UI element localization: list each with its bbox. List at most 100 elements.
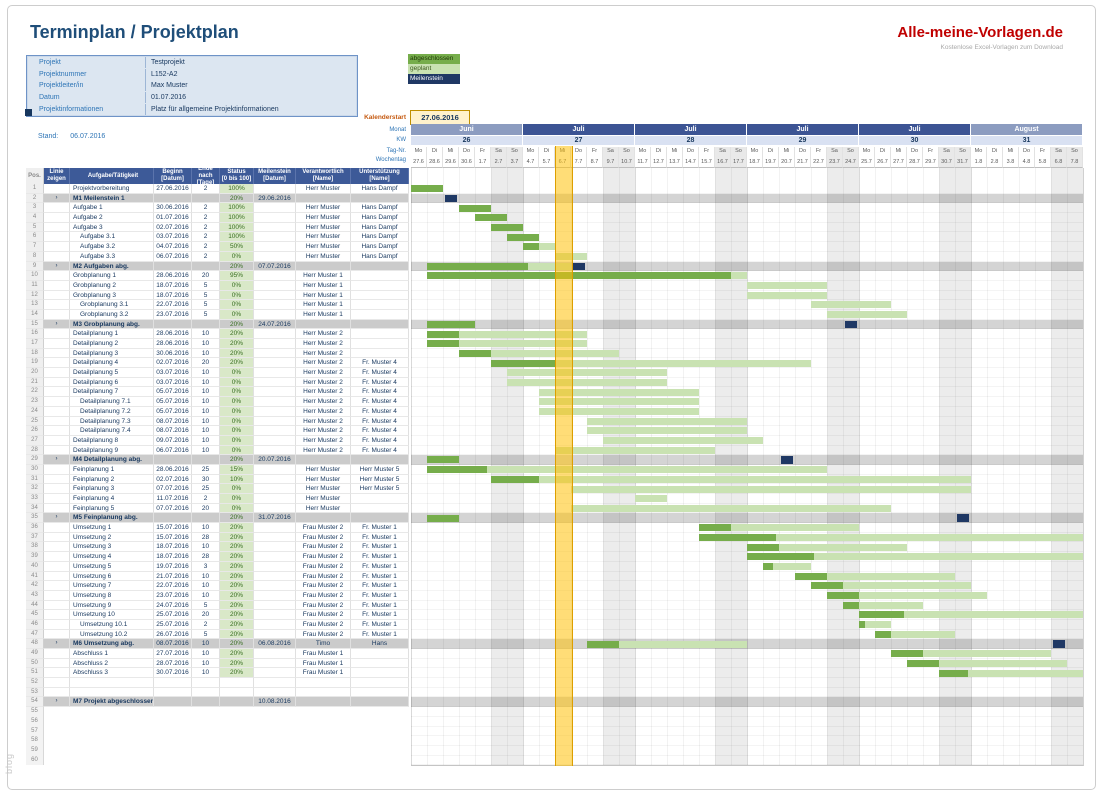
task-duration[interactable]: 10	[192, 348, 220, 359]
task-responsible[interactable]: Frau Muster 2	[296, 571, 351, 582]
task-milestone-date[interactable]	[254, 561, 296, 572]
task-responsible[interactable]: Frau Muster 2	[296, 523, 351, 533]
task-duration[interactable]: 2	[192, 184, 220, 194]
task-milestone-date[interactable]	[254, 484, 296, 494]
task-milestone-date[interactable]	[254, 746, 296, 756]
task-milestone-date[interactable]	[254, 348, 296, 359]
task-milestone-date[interactable]: 10.08.2016	[254, 697, 296, 708]
task-responsible[interactable]: Herr Muster 2	[296, 377, 351, 388]
task-responsible[interactable]: Herr Muster	[296, 474, 351, 485]
task-support[interactable]: Fr. Muster 4	[351, 445, 409, 456]
task-status[interactable]: 0%	[220, 435, 254, 446]
task-start-date[interactable]	[154, 261, 192, 272]
task-support[interactable]	[351, 271, 409, 281]
task-support[interactable]	[351, 309, 409, 320]
task-start-date[interactable]: 06.07.2016	[154, 445, 192, 456]
task-start-date[interactable]: 11.07.2016	[154, 494, 192, 504]
task-duration[interactable]: 10	[192, 639, 220, 649]
task-responsible[interactable]	[296, 687, 351, 698]
task-support[interactable]	[351, 746, 409, 756]
task-support[interactable]	[351, 756, 409, 766]
task-responsible[interactable]: Frau Muster 2	[296, 532, 351, 543]
task-start-date[interactable]	[154, 455, 192, 465]
task-name[interactable]: Grobplanung 1	[70, 271, 154, 281]
task-support[interactable]	[351, 707, 409, 717]
task-start-date[interactable]: 04.07.2016	[154, 242, 192, 252]
task-status[interactable]: 20%	[220, 649, 254, 659]
task-status[interactable]: 20%	[220, 193, 254, 204]
task-support[interactable]: Fr. Muster 1	[351, 561, 409, 572]
task-status[interactable]: 20%	[220, 619, 254, 630]
task-responsible[interactable]	[296, 261, 351, 272]
task-start-date[interactable]: 06.07.2016	[154, 251, 192, 262]
task-responsible[interactable]	[296, 736, 351, 746]
task-name[interactable]: Aufgabe 3	[70, 222, 154, 233]
task-milestone-date[interactable]: 06.08.2016	[254, 639, 296, 649]
task-support[interactable]: Fr. Muster 1	[351, 581, 409, 591]
task-responsible[interactable]	[296, 678, 351, 688]
calendar-start-value[interactable]: 27.06.2016	[410, 110, 470, 125]
task-milestone-date[interactable]	[254, 707, 296, 717]
task-duration[interactable]: 20	[192, 271, 220, 281]
task-start-date[interactable]: 23.07.2016	[154, 309, 192, 320]
task-responsible[interactable]: Herr Muster 2	[296, 339, 351, 349]
task-status[interactable]: 100%	[220, 184, 254, 194]
task-milestone-date[interactable]	[254, 523, 296, 533]
task-status[interactable]: 20%	[220, 668, 254, 679]
info-value[interactable]: Testprojekt	[145, 56, 357, 68]
task-support[interactable]: Fr. Muster 4	[351, 435, 409, 446]
task-milestone-date[interactable]	[254, 377, 296, 388]
row-expand-toggle[interactable]: ›	[44, 261, 70, 272]
task-milestone-date[interactable]	[254, 668, 296, 679]
task-start-date[interactable]: 21.07.2016	[154, 571, 192, 582]
task-milestone-date[interactable]	[254, 629, 296, 640]
task-duration[interactable]: 5	[192, 290, 220, 301]
task-support[interactable]	[351, 727, 409, 737]
task-name[interactable]	[70, 746, 154, 756]
task-milestone-date[interactable]	[254, 309, 296, 320]
task-status[interactable]: 100%	[220, 232, 254, 243]
task-start-date[interactable]: 18.07.2016	[154, 290, 192, 301]
task-name[interactable]: Detailplanung 3	[70, 348, 154, 359]
task-duration[interactable]: 10	[192, 426, 220, 436]
task-name[interactable]: Umsetzung 4	[70, 552, 154, 562]
task-responsible[interactable]	[296, 697, 351, 708]
task-start-date[interactable]: 09.07.2016	[154, 435, 192, 446]
task-start-date[interactable]	[154, 687, 192, 698]
task-name[interactable]: Aufgabe 1	[70, 203, 154, 214]
task-duration[interactable]: 3	[192, 561, 220, 572]
task-support[interactable]	[351, 668, 409, 679]
task-status[interactable]: 20%	[220, 523, 254, 533]
task-support[interactable]: Hans Dampf	[351, 203, 409, 214]
task-responsible[interactable]	[296, 193, 351, 204]
task-name[interactable]: Umsetzung 3	[70, 542, 154, 553]
task-status[interactable]: 20%	[220, 581, 254, 591]
task-name[interactable]	[70, 736, 154, 746]
task-start-date[interactable]: 28.06.2016	[154, 339, 192, 349]
task-support[interactable]	[351, 193, 409, 204]
task-name[interactable]: Umsetzung 10.2	[70, 629, 154, 640]
task-status[interactable]	[220, 756, 254, 766]
task-status[interactable]: 100%	[220, 213, 254, 223]
task-support[interactable]: Fr. Muster 1	[351, 571, 409, 582]
column-header-status[interactable]: Status [0 bis 100]	[220, 168, 254, 184]
task-responsible[interactable]: Frau Muster 2	[296, 542, 351, 553]
task-start-date[interactable]	[154, 697, 192, 708]
task-duration[interactable]: 5	[192, 280, 220, 291]
task-duration[interactable]	[192, 678, 220, 688]
task-responsible[interactable]: Herr Muster	[296, 494, 351, 504]
task-milestone-date[interactable]: 20.07.2016	[254, 455, 296, 465]
task-name[interactable]: Detailplanung 5	[70, 368, 154, 378]
task-name[interactable]	[70, 756, 154, 766]
task-duration[interactable]: 2	[192, 213, 220, 223]
task-status[interactable]: 0%	[220, 484, 254, 494]
task-milestone-date[interactable]	[254, 387, 296, 398]
task-name[interactable]: M2 Aufgaben abg.	[70, 261, 154, 272]
task-duration[interactable]: 2	[192, 251, 220, 262]
task-name[interactable]: Umsetzung 5	[70, 561, 154, 572]
task-name[interactable]: Feinplanung 3	[70, 484, 154, 494]
task-start-date[interactable]: 02.07.2016	[154, 222, 192, 233]
row-expand-toggle[interactable]: ›	[44, 319, 70, 330]
task-milestone-date[interactable]	[254, 717, 296, 727]
task-responsible[interactable]	[296, 513, 351, 524]
